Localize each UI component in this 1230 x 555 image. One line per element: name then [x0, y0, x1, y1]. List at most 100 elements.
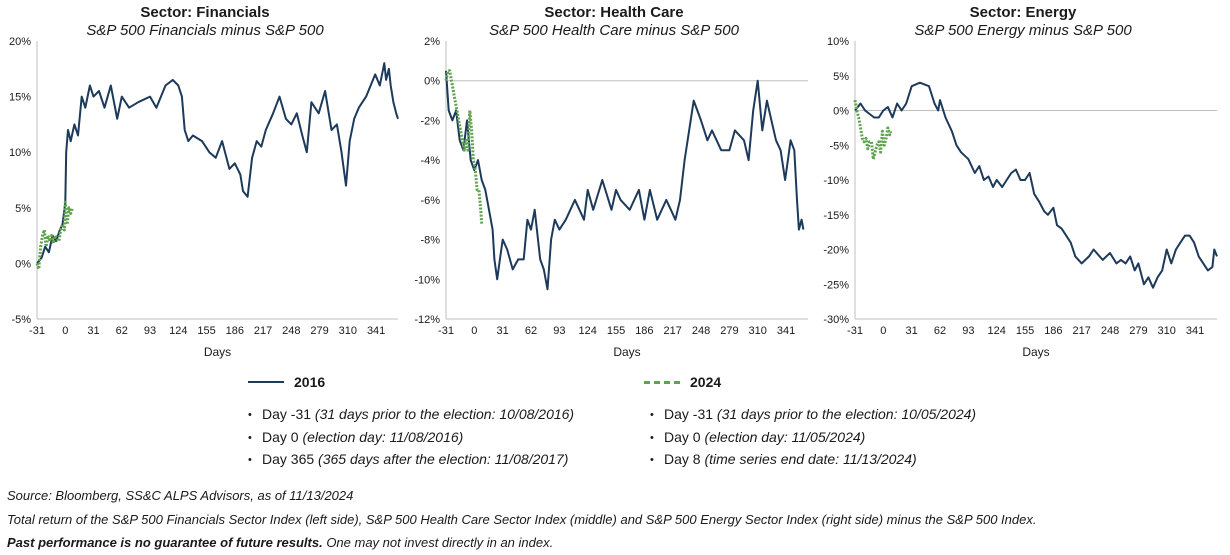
y-tick-label: 10%	[827, 36, 849, 48]
note-day: Day 0	[664, 428, 701, 445]
x-axis-label: Days	[1022, 345, 1049, 359]
y-tick-label: -12%	[414, 314, 440, 326]
legend-2016-label: 2016	[294, 374, 326, 390]
source-note: Source: Bloomberg, SS&C ALPS Advisors, a…	[7, 488, 354, 503]
series-2016-line	[36, 62, 399, 265]
note-day: Day 365	[262, 451, 315, 467]
note-2016-item: Day -31 (31 days prior to the election: …	[248, 404, 574, 427]
y-tick-label: -2%	[420, 115, 440, 127]
y-tick-label: -10%	[414, 274, 440, 286]
y-tick-label: 20%	[9, 36, 31, 48]
y-tick-label: 0%	[424, 76, 440, 88]
note-2024-item: Day -31 (31 days prior to the election: …	[650, 404, 976, 427]
chart-subtitle: S&P 500 Financials minus S&P 500	[86, 22, 324, 39]
x-tick-label: -31	[29, 325, 45, 337]
x-tick-label: 62	[116, 325, 128, 337]
x-tick-label: 310	[749, 325, 767, 337]
disclaimer: Past performance is no guarantee of futu…	[7, 535, 553, 550]
x-tick-label: 217	[254, 325, 272, 337]
x-tick-label: 0	[880, 325, 886, 337]
note-detail: (31 days prior to the election: 10/08/20…	[314, 406, 575, 422]
total-return-note: Total return of the S&P 500 Financials S…	[7, 512, 1037, 527]
x-tick-label: 124	[579, 325, 597, 337]
x-tick-label: 0	[471, 325, 477, 337]
notes-2024: Day -31 (31 days prior to the election: …	[650, 404, 976, 472]
legend-2016-swatch	[248, 381, 284, 383]
x-tick-label: -31	[438, 325, 454, 337]
chart-subtitle: S&P 500 Energy minus S&P 500	[914, 22, 1132, 39]
disclaimer-bold: Past performance is no guarantee of futu…	[7, 535, 323, 550]
x-tick-label: 341	[777, 325, 795, 337]
x-tick-label: 248	[692, 325, 710, 337]
x-axis-label: Days	[613, 345, 640, 359]
legend-2024-swatch	[644, 380, 680, 384]
legend-2024-label: 2024	[690, 374, 722, 390]
note-day: Day -31	[262, 406, 312, 422]
note-2016-item: Day 0 (election day: 11/08/2016)	[248, 427, 574, 450]
x-tick-label: 279	[720, 325, 738, 337]
x-tick-label: 279	[1129, 325, 1147, 337]
x-tick-label: 155	[1016, 325, 1034, 337]
chart-subtitle: S&P 500 Health Care minus S&P 500	[489, 22, 740, 39]
note-detail: (365 days after the election: 11/08/2017…	[318, 451, 569, 467]
x-tick-label: 341	[367, 325, 385, 337]
y-tick-label: -10%	[823, 175, 849, 187]
note-day: Day 0	[262, 428, 299, 445]
y-tick-label: 2%	[424, 36, 440, 48]
chart-title: Sector: Financials	[140, 4, 269, 21]
x-tick-label: 155	[197, 325, 215, 337]
x-tick-label: 217	[664, 325, 682, 337]
y-tick-label: -8%	[420, 235, 440, 247]
x-tick-label: 62	[934, 325, 946, 337]
y-tick-label: -15%	[823, 210, 849, 222]
y-tick-label: 0%	[833, 106, 849, 118]
chart-title: Sector: Health Care	[544, 4, 683, 21]
y-tick-label: 15%	[9, 92, 31, 104]
series-2016-line	[445, 70, 805, 291]
note-detail: (election day: 11/05/2024)	[704, 428, 866, 445]
x-tick-label: 186	[1044, 325, 1062, 337]
y-tick-label: 5%	[15, 203, 31, 215]
note-detail: (time series end date: 11/13/2024)	[704, 451, 917, 467]
legend-2016: 2016	[248, 374, 325, 390]
x-tick-label: 310	[1158, 325, 1176, 337]
x-axis-label: Days	[204, 345, 231, 359]
y-tick-label: 10%	[9, 147, 31, 159]
x-tick-label: 93	[553, 325, 565, 337]
x-tick-label: 62	[525, 325, 537, 337]
y-tick-label: -5%	[11, 314, 31, 326]
series-2016-line	[854, 81, 1218, 289]
note-day: Day -31	[664, 406, 714, 422]
note-day: Day 8	[664, 451, 701, 467]
series-2024-line	[444, 69, 484, 224]
chart-title: Sector: Energy	[970, 4, 1077, 21]
x-tick-label: 279	[310, 325, 328, 337]
x-tick-label: 31	[497, 325, 509, 337]
x-tick-label: 310	[339, 325, 357, 337]
y-tick-label: -20%	[823, 245, 849, 257]
note-2024-item: Day 0 (election day: 11/05/2024)	[650, 427, 976, 450]
x-tick-label: 31	[87, 325, 99, 337]
x-tick-label: 31	[906, 325, 918, 337]
x-tick-label: 155	[607, 325, 625, 337]
x-tick-label: 217	[1073, 325, 1091, 337]
x-tick-label: 124	[988, 325, 1006, 337]
y-tick-label: -4%	[420, 155, 440, 167]
y-tick-label: -30%	[823, 314, 849, 326]
x-tick-label: 186	[226, 325, 244, 337]
note-2024-item: Day 8 (time series end date: 11/13/2024)	[650, 449, 976, 472]
x-tick-label: 248	[1101, 325, 1119, 337]
y-tick-label: -6%	[420, 195, 440, 207]
note-detail: (31 days prior to the election: 10/05/20…	[716, 406, 977, 422]
y-tick-label: -5%	[829, 140, 849, 152]
note-detail: (election day: 11/08/2016)	[302, 428, 464, 445]
x-tick-label: 248	[282, 325, 300, 337]
x-tick-label: 93	[144, 325, 156, 337]
x-tick-label: 93	[962, 325, 974, 337]
notes-2016: Day -31 (31 days prior to the election: …	[248, 404, 574, 472]
disclaimer-rest: One may not invest directly in an index.	[322, 535, 554, 550]
y-tick-label: -25%	[823, 279, 849, 291]
x-tick-label: 341	[1186, 325, 1204, 337]
x-tick-label: 124	[169, 325, 187, 337]
